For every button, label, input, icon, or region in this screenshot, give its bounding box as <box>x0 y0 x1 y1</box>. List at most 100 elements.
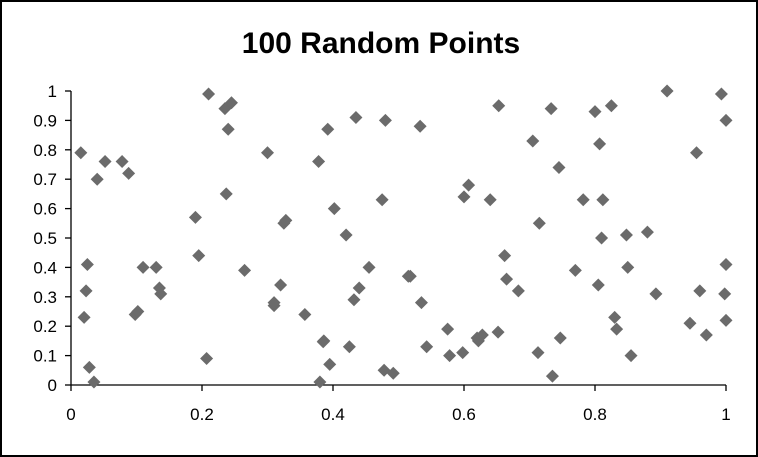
data-point-diamond <box>87 375 101 389</box>
data-point-diamond <box>714 87 728 101</box>
data-point-diamond <box>349 110 363 124</box>
data-point-diamond <box>532 216 546 230</box>
data-point-diamond <box>552 160 566 174</box>
x-tick-label: 0.6 <box>452 405 476 424</box>
data-point-diamond <box>619 228 633 242</box>
data-point-diamond <box>624 349 638 363</box>
data-point-diamond <box>690 146 704 160</box>
data-point-diamond <box>403 269 417 283</box>
data-point-diamond <box>491 325 505 339</box>
data-point-diamond <box>352 281 366 295</box>
y-tick-label: 0.4 <box>33 258 57 277</box>
data-point-diamond <box>526 134 540 148</box>
y-tick-label: 1 <box>48 82 57 101</box>
data-point-diamond <box>149 260 163 274</box>
data-point-diamond <box>456 346 470 360</box>
data-point-diamond <box>413 119 427 133</box>
data-point-diamond <box>640 225 654 239</box>
data-point-diamond <box>298 307 312 321</box>
x-tick-label: 1 <box>721 405 730 424</box>
data-point-diamond <box>500 272 514 286</box>
data-point-diamond <box>596 193 610 207</box>
data-point-diamond <box>115 155 129 169</box>
x-tick-label: 0 <box>66 405 75 424</box>
data-point-diamond <box>342 340 356 354</box>
data-point-diamond <box>202 87 216 101</box>
x-tick-label: 0.2 <box>190 405 214 424</box>
data-point-diamond <box>576 193 590 207</box>
data-point-diamond <box>420 340 434 354</box>
data-point-diamond <box>544 102 558 116</box>
data-point-diamond <box>568 263 582 277</box>
data-point-diamond <box>718 287 732 301</box>
data-point-diamond <box>443 349 457 363</box>
data-point-diamond <box>327 202 341 216</box>
data-point-diamond <box>131 305 145 318</box>
data-point-diamond <box>321 122 335 136</box>
data-point-diamond <box>77 310 91 324</box>
data-point-diamond <box>457 190 471 204</box>
y-tick-label: 0.8 <box>33 141 57 160</box>
data-point-diamond <box>470 331 484 345</box>
data-point-diamond <box>621 260 635 274</box>
data-point-diamond <box>414 296 428 310</box>
data-point-diamond <box>378 113 392 127</box>
data-point-diamond <box>492 99 506 113</box>
data-point-diamond <box>593 137 607 151</box>
data-points <box>74 84 733 389</box>
data-point-diamond <box>591 278 605 292</box>
data-point-diamond <box>74 146 88 160</box>
data-point-diamond <box>595 231 609 245</box>
data-point-diamond <box>219 187 233 201</box>
y-tick-label: 0.7 <box>33 170 57 189</box>
data-point-diamond <box>553 331 567 345</box>
data-point-diamond <box>649 287 663 301</box>
data-point-diamond <box>699 328 713 342</box>
y-tick-label: 0.1 <box>33 347 57 366</box>
y-tick-label: 0.9 <box>33 111 57 130</box>
data-point-diamond <box>719 257 733 271</box>
data-point-diamond <box>588 105 602 119</box>
data-point-diamond <box>279 213 293 227</box>
data-point-diamond <box>683 316 697 330</box>
data-point-diamond <box>122 166 136 180</box>
data-point-diamond <box>261 146 274 160</box>
x-tick-label: 0.4 <box>321 405 345 424</box>
data-point-diamond <box>347 293 361 307</box>
data-point-diamond <box>608 310 622 324</box>
data-point-diamond <box>188 210 202 224</box>
data-point-diamond <box>98 155 112 169</box>
data-point-diamond <box>441 322 455 336</box>
y-tick-label: 0.2 <box>33 317 57 336</box>
x-axis-ticks: 0 0.2 0.4 0.6 0.8 1 <box>66 385 731 424</box>
data-point-diamond <box>719 113 733 127</box>
data-point-diamond <box>604 99 618 113</box>
data-point-diamond <box>136 260 150 274</box>
y-tick-label: 0.6 <box>33 200 57 219</box>
data-point-diamond <box>462 178 476 192</box>
data-point-diamond <box>238 263 252 277</box>
data-point-diamond <box>511 284 525 298</box>
data-point-diamond <box>375 193 389 207</box>
y-axis-ticks: 0 0.1 0.2 0.3 0.4 0.5 0.6 0.7 0.8 0.9 1 <box>33 82 71 395</box>
data-point-diamond <box>90 172 104 186</box>
data-point-diamond <box>192 249 206 263</box>
y-tick-label: 0.3 <box>33 288 57 307</box>
data-point-diamond <box>274 278 288 292</box>
data-point-diamond <box>531 346 545 360</box>
y-tick-label: 0 <box>48 376 57 395</box>
data-point-diamond <box>483 193 497 207</box>
data-point-diamond <box>323 357 337 371</box>
data-point-diamond <box>80 257 94 271</box>
data-point-diamond <box>312 155 326 169</box>
data-point-diamond <box>545 369 559 383</box>
data-point-diamond <box>79 284 93 298</box>
chart-title: 100 Random Points <box>241 27 521 60</box>
data-point-diamond <box>386 366 400 380</box>
data-point-diamond <box>660 84 674 98</box>
y-tick-label: 0.5 <box>33 229 57 248</box>
data-point-diamond <box>719 313 733 327</box>
data-point-diamond <box>224 96 238 110</box>
